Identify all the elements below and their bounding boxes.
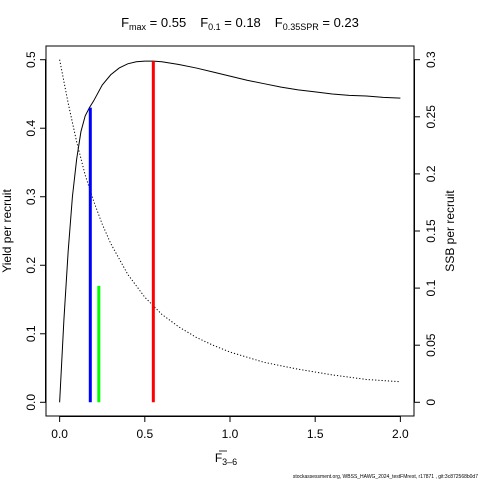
- x-tick-label: 0.0: [51, 427, 68, 441]
- series-layer: [59, 59, 401, 403]
- y-tick-label-left: 0.5: [24, 51, 38, 68]
- y-tick-label-left: 0.2: [24, 257, 38, 274]
- x-tick-label: 1.5: [307, 427, 324, 441]
- source-caption: stockassessment.org, WBSS_HAWG_2024_test…: [293, 474, 478, 480]
- y-tick-label-right: 0.05: [424, 333, 438, 357]
- title-term-subscript: max: [129, 22, 147, 32]
- title-term-value: = 0.55: [146, 15, 186, 30]
- y-tick-label-right: 0.1: [424, 279, 438, 296]
- title-term-value: = 0.18: [221, 15, 261, 30]
- y-axis-left: 0.0 0.1 0.2 0.3 0.4 0.5: [24, 51, 46, 411]
- y-axis-title-left: Yield per recruit: [0, 189, 14, 273]
- ssb-per-recruit-line: [59, 59, 401, 383]
- title-term-subscript: 0.35SPR: [283, 22, 320, 32]
- y-tick-label-left: 0.3: [24, 188, 38, 205]
- x-axis: 0.0 0.5 1.0 1.5 2.0: [51, 416, 409, 441]
- y-tick-label-right: 0.3: [424, 51, 438, 68]
- x-axis-title-subscript: 3–6: [222, 457, 237, 467]
- y-tick-label-right: 0.15: [424, 219, 438, 243]
- y-tick-label-left: 0.0: [24, 394, 38, 411]
- title-term-value: = 0.23: [319, 15, 359, 30]
- x-axis-title-symbol: F: [215, 451, 222, 465]
- y-axis-right: 0 0.05 0.1 0.15 0.2 0.25 0.3: [414, 51, 438, 406]
- chart-title-text: Fmax = 0.55 F0.1 = 0.18 F0.35SPR = 0.23: [121, 15, 359, 32]
- yield-per-recruit-line: [59, 60, 401, 403]
- x-tick-label: 0.5: [136, 427, 153, 441]
- chart-title: Fmax = 0.55 F0.1 = 0.18 F0.35SPR = 0.23: [121, 15, 359, 32]
- title-term-symbol: F: [275, 15, 283, 30]
- title-term-symbol: F: [200, 15, 208, 30]
- y-tick-label-left: 0.1: [24, 325, 38, 342]
- y-axis-title-right: SSB per recruit: [443, 190, 457, 272]
- x-axis-title-text: F3–6: [215, 451, 237, 467]
- x-tick-label: 1.0: [222, 427, 239, 441]
- plot-frame: [45, 45, 415, 417]
- reference-lines: [88, 61, 155, 403]
- title-term-subscript: 0.1: [208, 22, 221, 32]
- y-tick-label-right: 0.25: [424, 105, 438, 129]
- title-term-symbol: F: [121, 15, 129, 30]
- y-tick-label-left: 0.4: [24, 120, 38, 137]
- x-tick-label: 2.0: [392, 427, 409, 441]
- x-axis-title: F3–6: [215, 450, 237, 467]
- y-tick-label-right: 0: [424, 399, 438, 406]
- y-tick-label-right: 0.2: [424, 165, 438, 182]
